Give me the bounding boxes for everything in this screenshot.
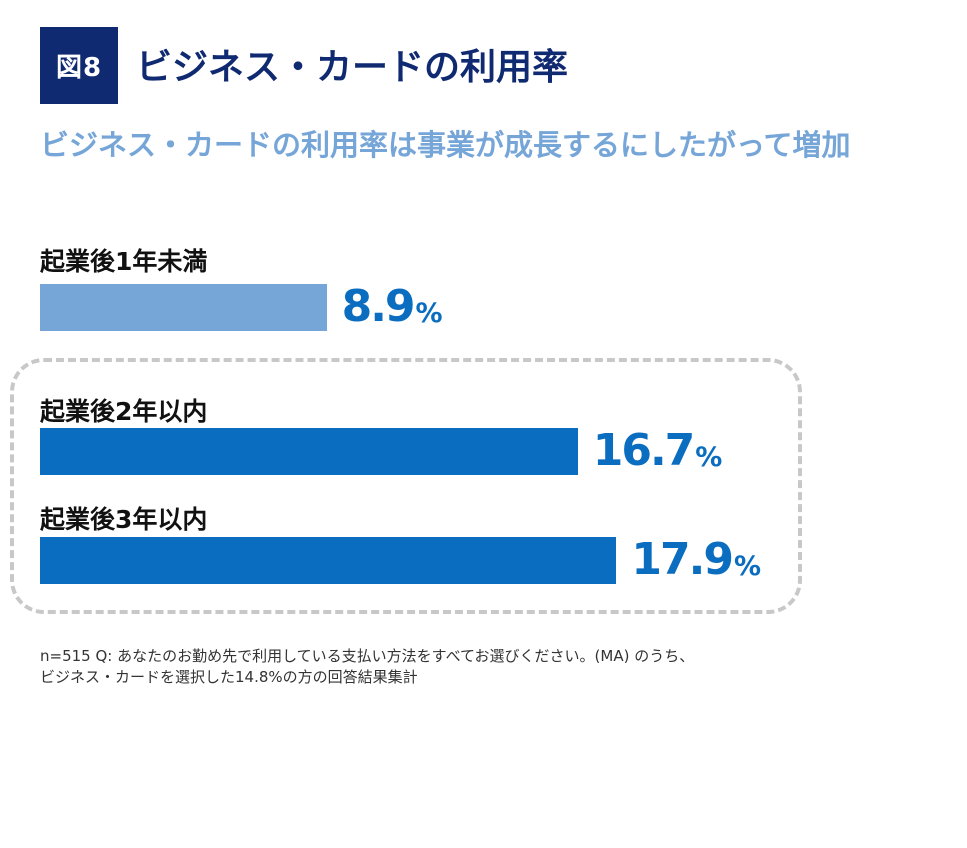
bar-3 — [40, 537, 617, 584]
value-number: 17.9 — [631, 534, 734, 585]
value-number: 8.9 — [341, 281, 416, 332]
figure-title: ビジネス・カードの利用率 — [136, 47, 569, 88]
category-label-2: 起業後2年以内 — [40, 397, 208, 426]
bar-2 — [40, 428, 578, 475]
value-label-3: 17.9% — [631, 535, 761, 582]
figure-subtitle: ビジネス・カードの利用率は事業が成長するにしたがって増加 — [40, 128, 851, 162]
value-label-2: 16.7% — [593, 426, 723, 473]
value-unit: % — [415, 298, 443, 329]
survey-note-line-2: ビジネス・カードを選択した14.8%の方の回答結果集計 — [40, 668, 418, 686]
survey-note: n=515 Q: あなたのお勤め先で利用している支払い方法をすべてお選びください… — [40, 646, 920, 688]
survey-note-line-1: n=515 Q: あなたのお勤め先で利用している支払い方法をすべてお選びください… — [40, 647, 695, 665]
value-unit: % — [733, 551, 761, 582]
highlight-dashed-box — [10, 358, 802, 614]
figure-badge: 図8 — [40, 27, 118, 104]
value-number: 16.7 — [592, 425, 696, 476]
bar-1 — [40, 284, 327, 331]
category-label-1: 起業後1年未満 — [40, 247, 208, 276]
value-unit: % — [695, 442, 723, 473]
category-label-3: 起業後3年以内 — [40, 505, 208, 534]
value-label-1: 8.9% — [342, 282, 443, 329]
